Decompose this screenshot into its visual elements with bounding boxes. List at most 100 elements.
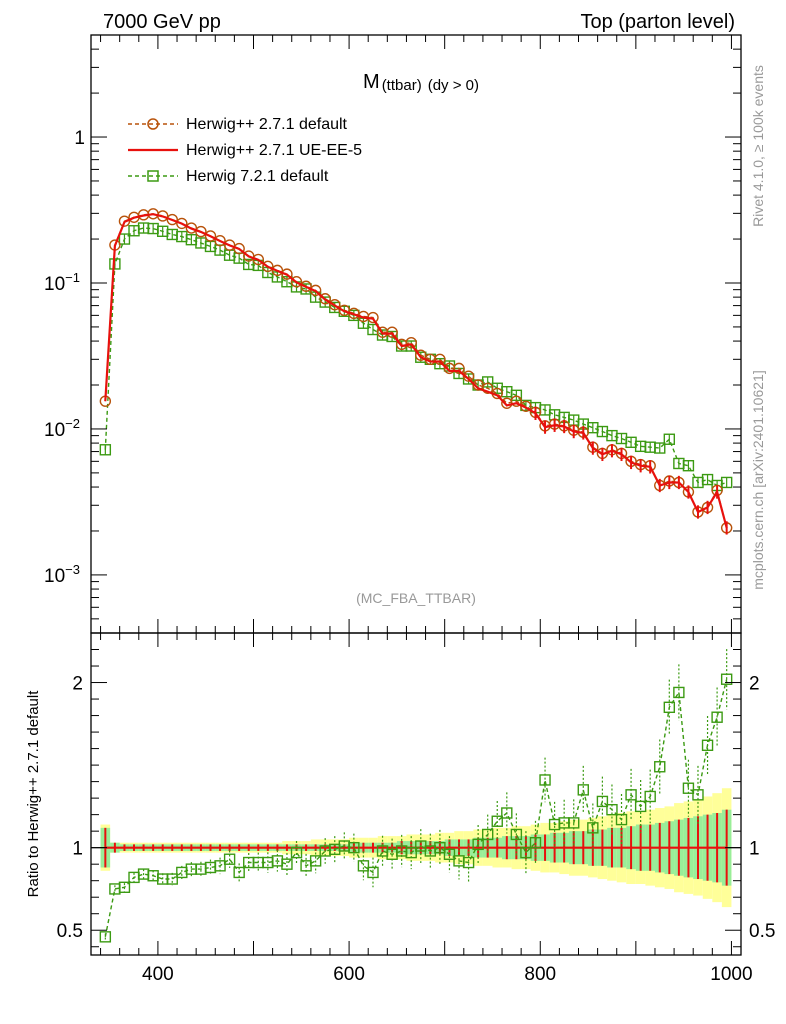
herwig72-ratio-marker [625,789,637,801]
main-ytick-label-base: 10 [44,566,65,587]
herwig72-ratio-marker [606,803,618,816]
herwig72-ratio-marker [166,873,178,885]
main-ytick-label: 10−1 [44,270,80,295]
herwig72-marker [720,476,733,489]
main-series-layer [99,208,733,535]
herwig-default-marker [481,382,494,394]
herwig-default-marker [510,395,523,407]
herwig-default-marker [185,222,198,234]
herwig-default-marker [195,225,207,238]
herwig72-ratio-marker [634,800,647,813]
herwig-default-marker [176,217,188,230]
herwig72-ratio-marker [405,846,417,859]
herwig72-ratio-line [104,679,728,937]
herwig-default-marker [405,336,417,349]
legend-entry-herwig72: Herwig 7.2.1 default [128,168,329,185]
ratio-plot-frame [90,632,742,956]
header: 7000 GeV pp Top (parton level) [103,11,735,33]
ratio-ytick-label: 1 [72,839,83,860]
herwig72-ratio-marker [692,789,704,801]
analysis-label: (MC_FBA_TTBAR) [356,590,476,606]
herwig72-marker [510,389,523,402]
legend-entry-ue-ee5: Herwig++ 2.7.1 UE-EE-5 [128,142,362,159]
herwig-default-marker [214,234,226,247]
main-title-sub: (ttbar) [382,77,422,94]
herwig-default-marker [415,349,427,361]
ratio-xtick-label: 600 [333,964,365,985]
herwig-default-line [104,213,728,529]
main-plot: 110−110−210−3 M (ttbar) (dy > 0) (MC_FBA_T… [44,34,742,634]
main-title: M (ttbar) (dy > 0) [363,71,479,94]
herwig72-marker [118,233,131,245]
herwig72-ratio-marker [281,858,293,870]
herwig72-ratio-marker [99,931,112,943]
herwig-default-marker [233,242,245,255]
herwig-default-marker [118,215,131,227]
main-ytick-label-base: 10 [44,274,65,295]
main-ytick-label-exp: −3 [65,562,80,577]
herwig-default-marker [319,293,331,305]
herwig72-marker [462,373,475,385]
legend-entry-herwig-default: Herwig++ 2.7.1 default [128,116,348,133]
mcplots-label: mcplots.cern.ch [arXiv:2401.10621] [750,370,766,589]
herwig72-marker [682,460,695,472]
legend: Herwig++ 2.7.1 default Herwig++ 2.7.1 UE… [128,116,362,185]
herwig72-ratio-marker [176,866,188,879]
ratio-ticks: 0.5 0.5 1 1 2 2 400 600 800 1000 [57,633,775,985]
ratio-ytick-label: 0.5 [57,921,83,942]
herwig-default-marker [262,260,274,273]
legend-label-ue-ee5: Herwig++ 2.7.1 UE-EE-5 [186,142,362,159]
herwig72-ratio-marker [367,866,379,879]
herwig-default-marker [271,264,284,277]
herwig-default-marker [281,268,293,280]
herwig72-ratio-marker [491,815,503,827]
herwig72-ratio-marker [348,841,360,854]
herwig72-ratio-marker [434,841,446,854]
herwig-default-marker [453,362,465,375]
herwig72-ratio-marker [118,881,131,893]
herwig72-marker [701,473,714,486]
herwig72-ratio-marker [472,838,484,851]
herwig72-ratio-marker [720,673,733,685]
main-ytick-label: 1 [74,128,85,149]
herwig72-ratio-marker [462,856,475,869]
herwig72-ratio-marker [443,848,456,860]
herwig72-ratio-marker [501,807,513,819]
legend-label-herwig-default: Herwig++ 2.7.1 default [186,116,348,133]
herwig72-ratio-marker [539,774,551,786]
ratio-series-layer [91,649,741,943]
herwig72-ratio-marker [587,822,599,834]
header-left: 7000 GeV pp [103,11,221,33]
herwig72-ratio-marker [682,782,695,794]
herwig72-ratio-marker [290,846,303,859]
herwig72-ratio-marker [701,739,714,751]
main-ytick-label-exp: −1 [65,270,80,285]
herwig72-ratio-marker [529,837,542,849]
herwig-default-marker [309,284,322,297]
ratio-ytick-label-right: 0.5 [749,921,775,942]
main-ytick-label-exp: −2 [65,416,80,431]
ratio-xtick-label: 1000 [710,964,752,985]
main-ytick-label: 10−2 [44,416,80,441]
herwig72-ratio-marker [711,711,723,723]
rivet-label: Rivet 4.1.0, ≥ 100k events [750,65,766,227]
herwig-default-marker [300,280,312,292]
header-right: Top (parton level) [580,11,735,33]
herwig-default-marker [290,276,303,288]
herwig72-ratio-marker [357,860,370,872]
herwig72-ratio-marker [520,846,532,859]
ratio-ylabel: Ratio to Herwig++ 2.7.1 default [25,690,42,898]
ratio-xtick-label: 400 [142,964,174,985]
main-ticks: 110−110−210−3 [44,34,741,634]
herwig72-ratio-marker [644,790,656,803]
main-ytick-label: 10−3 [44,562,80,587]
herwig-default-marker [329,298,341,311]
legend-marker-herwig72 [147,170,159,182]
herwig72-ratio-marker [568,817,580,829]
herwig72-marker [663,433,676,445]
herwig72-marker [386,330,398,343]
herwig72-ratio-marker [577,784,589,796]
herwig-default-marker [223,239,236,251]
herwig-default-marker [252,253,264,266]
